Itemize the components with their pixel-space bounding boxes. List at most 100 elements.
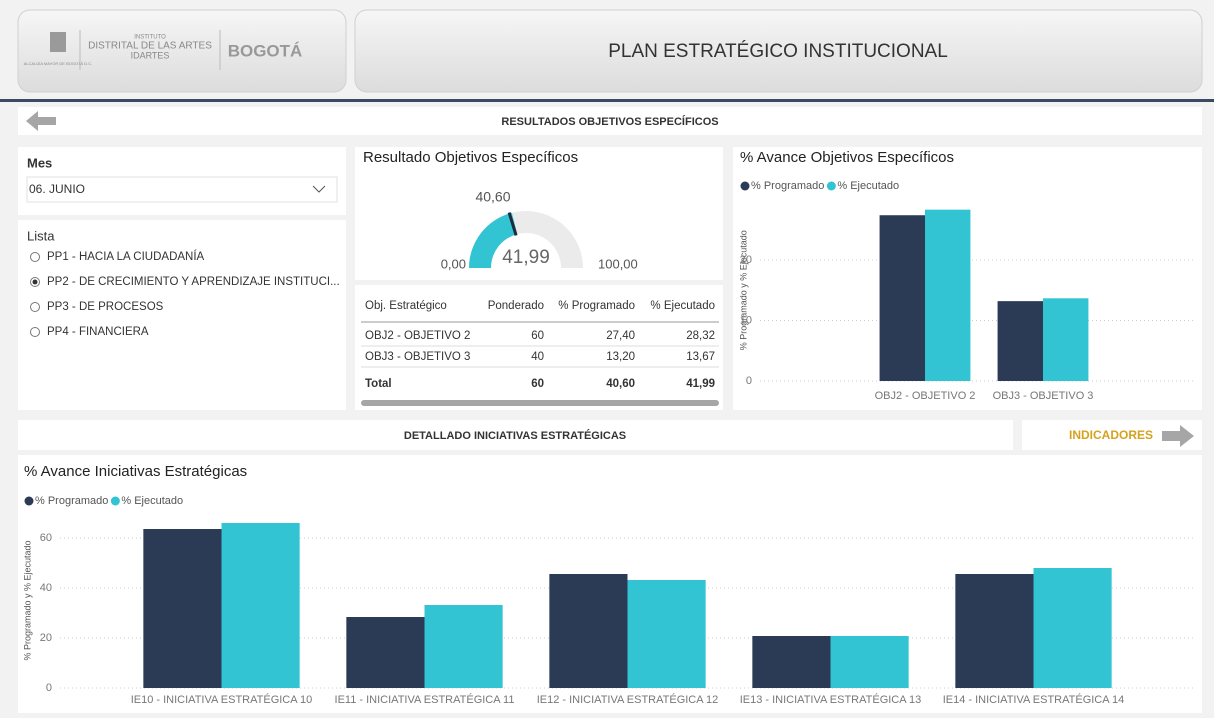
table-cell: % Ejecutado (650, 300, 715, 312)
logo-city: BOGOTÁ (228, 41, 303, 60)
bar (346, 617, 425, 688)
x-tick-label: OBJ3 - OBJETIVO 3 (993, 390, 1094, 402)
gauge-value (469, 212, 518, 268)
gauge-target-label: 40,60 (475, 189, 510, 205)
dropdown-value: 06. JUNIO (29, 182, 85, 196)
x-tick-label: IE11 - INICIATIVA ESTRATÉGICA 11 (335, 693, 515, 706)
charts: % Avance Objetivos Específicos % Programa… (22, 149, 1195, 706)
legend-swatch (110, 496, 120, 506)
bar (752, 636, 831, 688)
logo-small: ALCALDÍA MAYOR DE BOGOTÁ D.C. (24, 61, 93, 66)
dropdown-chevron (312, 185, 326, 193)
gauge-title: Resultado Objetivos Específicos (363, 149, 578, 166)
x-tick-label: IE10 - INICIATIVA ESTRATÉGICA 10 (131, 693, 313, 706)
section-bar (18, 107, 1202, 135)
legend-label: % Ejecutado (837, 180, 899, 192)
table-cell: OBJ2 - OBJETIVO 2 (365, 330, 470, 342)
bar (830, 636, 909, 688)
bar (879, 215, 925, 381)
logo-acronym: IDARTES (131, 50, 170, 60)
logo-institute: INSTITUTO (134, 35, 166, 41)
legend-swatch (24, 496, 34, 506)
bar (143, 529, 222, 688)
radio[interactable] (30, 327, 40, 337)
legend-swatch (740, 181, 750, 191)
bar (925, 209, 971, 381)
legend-swatch (826, 181, 836, 191)
gauge-value-label: 41,99 (502, 247, 550, 268)
bar (1033, 568, 1112, 688)
section-title: DETALLADO INICIATIVAS ESTRATÉGICAS (404, 429, 626, 442)
page-title: PLAN ESTRATÉGICO INSTITUCIONAL (608, 41, 948, 62)
table-cell: 41,99 (686, 378, 715, 390)
gauge-min-label: 0,00 (441, 256, 466, 271)
legend-label: % Ejecutado (121, 495, 183, 507)
gauge-target (507, 212, 518, 236)
list-option: PP4 - FINANCIERA (47, 326, 149, 338)
y-axis-label: % Programado y % Ejecutado (738, 230, 748, 350)
x-tick-label: OBJ2 - OBJETIVO 2 (875, 390, 976, 402)
table-cell: OBJ3 - OBJETIVO 3 (365, 351, 470, 363)
legend-label: % Programado (35, 495, 108, 507)
table-cell: 13,20 (606, 351, 635, 363)
y-tick-label: 60 (40, 532, 52, 544)
dropdown[interactable] (26, 176, 338, 203)
y-axis-label: % Programado y % Ejecutado (22, 540, 32, 660)
section-bar (18, 420, 1013, 450)
y-tick-label: 20 (40, 632, 52, 644)
chart-title: % Avance Iniciativas Estratégicas (24, 463, 247, 480)
header-rule (0, 99, 1214, 102)
table-cell: 13,67 (686, 351, 715, 363)
scrollbar[interactable] (361, 400, 719, 406)
table-cell: 40 (531, 351, 544, 363)
logo-name: DISTRITAL DE LAS ARTES (88, 41, 212, 52)
y-tick-label: 20 (740, 254, 752, 266)
y-tick-label: 0 (746, 375, 752, 387)
bar (549, 574, 628, 688)
bar (221, 523, 300, 688)
bar (627, 580, 706, 688)
logo-panel (17, 9, 347, 93)
table-cell: Obj. Estratégico (365, 300, 447, 312)
table-cell: 28,32 (686, 330, 715, 342)
nav-link[interactable]: INDICADORES (1069, 428, 1153, 442)
nav-arrow[interactable] (1162, 425, 1194, 447)
table-cell: 60 (531, 378, 544, 390)
filter-label: Mes (27, 155, 52, 170)
table-cell: % Programado (558, 300, 635, 312)
table-panel (355, 285, 723, 410)
table-cell: Ponderado (488, 300, 544, 312)
list-option: PP1 - HACIA LA CIUDADANÍA (47, 250, 205, 263)
section-title: RESULTADOS OBJETIVOS ESPECÍFICOS (501, 115, 718, 128)
list-options: PP1 - HACIA LA CIUDADANÍA PP2 - DE CRECIM… (30, 250, 340, 338)
table: Obj. Estratégico Ponderado % Programado % E… (361, 300, 719, 390)
list-label: Lista (27, 228, 55, 243)
x-tick-label: IE12 - INICIATIVA ESTRATÉGICA 12 (537, 693, 719, 706)
bar (997, 301, 1043, 381)
y-tick-label: 10 (740, 314, 752, 326)
radio[interactable] (30, 252, 40, 262)
table-cell: 27,40 (606, 330, 635, 342)
list-option: PP3 - DE PROCESOS (47, 301, 164, 313)
bar (955, 574, 1034, 688)
y-tick-label: 0 (46, 682, 52, 694)
bar (424, 605, 503, 688)
chart-title: % Avance Objetivos Específicos (740, 149, 954, 166)
bar (1043, 298, 1089, 381)
table-cell: 60 (531, 330, 544, 342)
logo-shield (50, 32, 66, 52)
table-cell: 40,60 (606, 378, 635, 390)
radio[interactable] (30, 302, 40, 312)
list-panel (18, 220, 346, 410)
legend-label: % Programado (751, 180, 824, 192)
y-tick-label: 40 (40, 582, 52, 594)
gauge-max-label: 100,00 (598, 256, 638, 271)
table-cell: Total (365, 378, 392, 390)
back-arrow[interactable] (26, 111, 56, 131)
x-tick-label: IE14 - INICIATIVA ESTRATÉGICA 14 (943, 693, 1125, 706)
title-panel (354, 9, 1203, 93)
radio-dot (32, 279, 38, 285)
list-option: PP2 - DE CRECIMIENTO Y APRENDIZAJE INSTI… (47, 276, 340, 288)
x-tick-label: IE13 - INICIATIVA ESTRATÉGICA 13 (740, 693, 922, 706)
